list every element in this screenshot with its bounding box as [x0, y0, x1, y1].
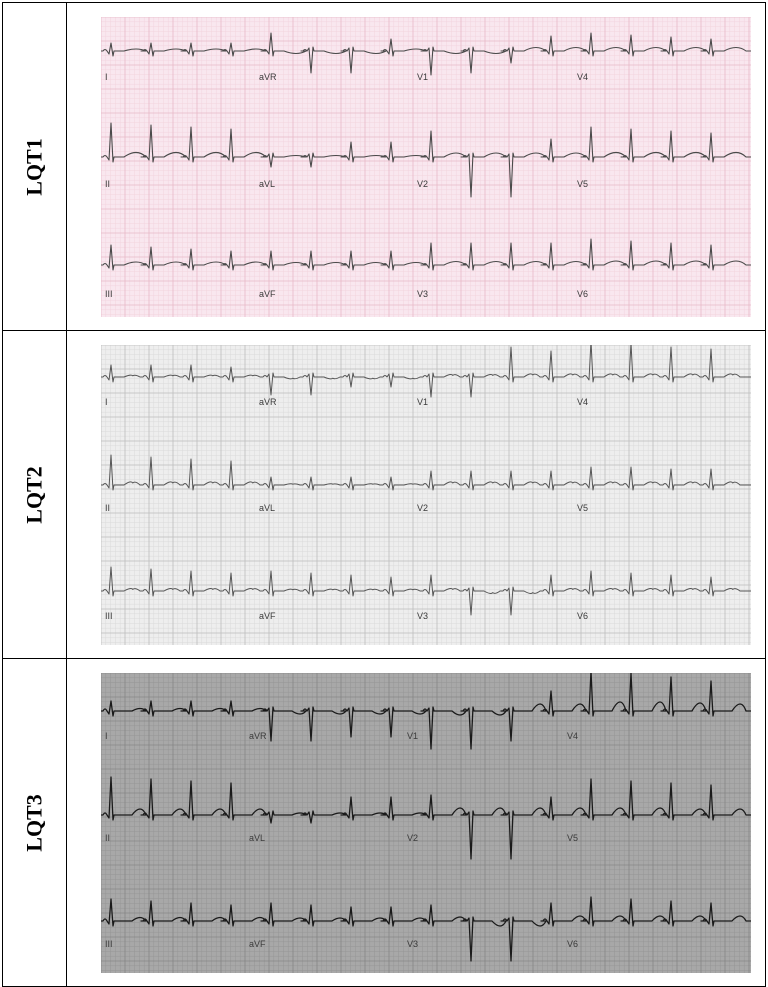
lead-label: III [105, 939, 113, 949]
lead-label: aVR [259, 397, 277, 407]
lead-label: aVL [259, 179, 275, 189]
panel-label: LQT1 [22, 135, 48, 198]
lead-label: V1 [417, 72, 428, 82]
lead-label: I [105, 72, 108, 82]
lead-label: aVF [249, 939, 266, 949]
ecg-panel: IaVR V1 V4 II aVL V2 V5 III aVF V3 V6 [67, 331, 766, 659]
lead-label: aVR [249, 731, 267, 741]
lead-label: V6 [577, 611, 588, 621]
panel-label-cell: LQT1 [3, 3, 67, 331]
ecg-paper: IaVR V1 V4 II aVL V2 V5 III aVF V3 V6 [101, 345, 751, 645]
lead-label: V6 [567, 939, 578, 949]
panel-label: LQT2 [22, 463, 48, 526]
lead-label: V2 [417, 503, 428, 513]
lead-label: I [105, 731, 108, 741]
lead-label: aVR [259, 72, 277, 82]
ecg-comparison-table: LQT1IaVRV1V4IIaVLV2V5IIIaVFV3V6LQT2IaVRV… [2, 2, 766, 987]
lead-label: V3 [417, 611, 428, 621]
panel-label-cell: LQT2 [3, 331, 67, 659]
lead-label: V3 [417, 289, 428, 299]
lead-label: I [105, 397, 108, 407]
lead-label: V1 [417, 397, 428, 407]
lead-label: III [105, 611, 113, 621]
lead-label: II [105, 833, 110, 843]
lead-label: V4 [577, 397, 588, 407]
lead-label: V4 [577, 72, 588, 82]
lead-label: V4 [567, 731, 578, 741]
lead-label: II [105, 503, 110, 513]
lead-label: aVL [259, 503, 275, 513]
ecg-panel: IaVR V1 V4 II aVL V2 V5 III aVF V3 V6 [67, 659, 766, 987]
lead-label: V6 [577, 289, 588, 299]
panel-label: LQT3 [22, 791, 48, 854]
lead-label: V5 [577, 179, 588, 189]
lead-label: V1 [407, 731, 418, 741]
ecg-paper: IaVR V1 V4 II aVL V2 V5 III aVF V3 V6 [101, 17, 751, 317]
lead-label: aVL [249, 833, 265, 843]
lead-label: III [105, 289, 113, 299]
lead-label: V2 [407, 833, 418, 843]
ecg-panel: IaVR V1 V4 II aVL V2 V5 III aVF V3 V6 [67, 3, 766, 331]
lead-label: II [105, 179, 110, 189]
lead-label: V5 [567, 833, 578, 843]
panel-label-cell: LQT3 [3, 659, 67, 987]
lead-label: aVF [259, 289, 276, 299]
lead-label: V3 [407, 939, 418, 949]
ecg-paper: IaVR V1 V4 II aVL V2 V5 III aVF V3 V6 [101, 673, 751, 973]
lead-label: V5 [577, 503, 588, 513]
lead-label: V2 [417, 179, 428, 189]
lead-label: aVF [259, 611, 276, 621]
